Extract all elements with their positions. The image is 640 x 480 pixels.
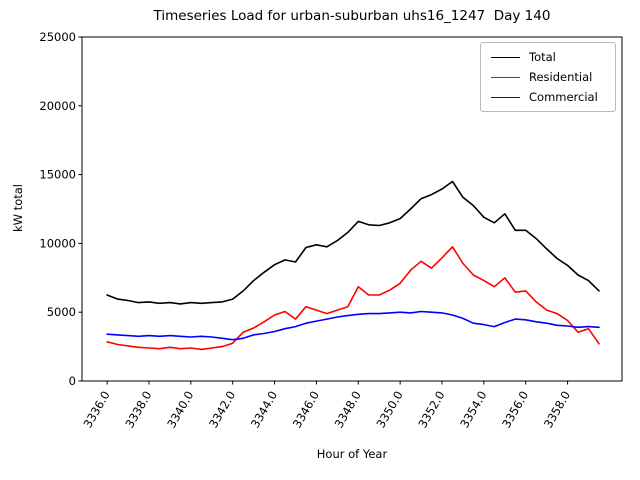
y-tick-label: 10000 <box>39 236 76 250</box>
x-tick-label: 3358.0 <box>541 389 573 431</box>
legend-item-residential: Residential <box>491 69 615 84</box>
plot-border <box>81 36 623 382</box>
legend-item-total: Total <box>491 49 615 64</box>
x-tick-label: 3342.0 <box>206 389 238 431</box>
legend-item-commercial: Commercial <box>491 89 615 104</box>
x-tick-label: 3352.0 <box>415 389 447 431</box>
y-tick-label: 0 <box>69 374 76 388</box>
x-tick-label: 3346.0 <box>290 389 322 431</box>
x-tick-label: 3344.0 <box>248 389 280 431</box>
x-tick-label: 3338.0 <box>122 389 154 431</box>
x-tick-label: 3340.0 <box>164 389 196 431</box>
x-tick-label: 3336.0 <box>80 389 112 431</box>
legend: Total Residential Commercial <box>480 42 616 112</box>
series-line-residential <box>106 246 600 351</box>
x-tick-label: 3348.0 <box>332 389 364 431</box>
y-axis-label: kW total <box>11 184 25 232</box>
residential-line-swatch <box>491 76 520 78</box>
legend-label-total: Total <box>529 49 556 64</box>
y-tick-label: 20000 <box>39 99 76 113</box>
series-line-commercial <box>106 310 600 341</box>
y-tick-label: 5000 <box>47 305 76 319</box>
y-tick-label: 25000 <box>39 30 76 44</box>
legend-label-residential: Residential <box>529 69 593 84</box>
total-line-swatch <box>491 56 520 58</box>
x-axis-label: Hour of Year <box>316 447 388 461</box>
legend-label-commercial: Commercial <box>529 89 598 104</box>
x-tick-label: 3350.0 <box>373 389 405 431</box>
x-tick-label: 3354.0 <box>457 389 489 431</box>
chart-title: Timeseries Load for urban-suburban uhs16… <box>153 8 551 24</box>
y-tick-label: 15000 <box>39 168 76 182</box>
series-line-total <box>106 180 600 305</box>
commercial-line-swatch <box>491 96 520 98</box>
x-tick-label: 3356.0 <box>499 389 531 431</box>
